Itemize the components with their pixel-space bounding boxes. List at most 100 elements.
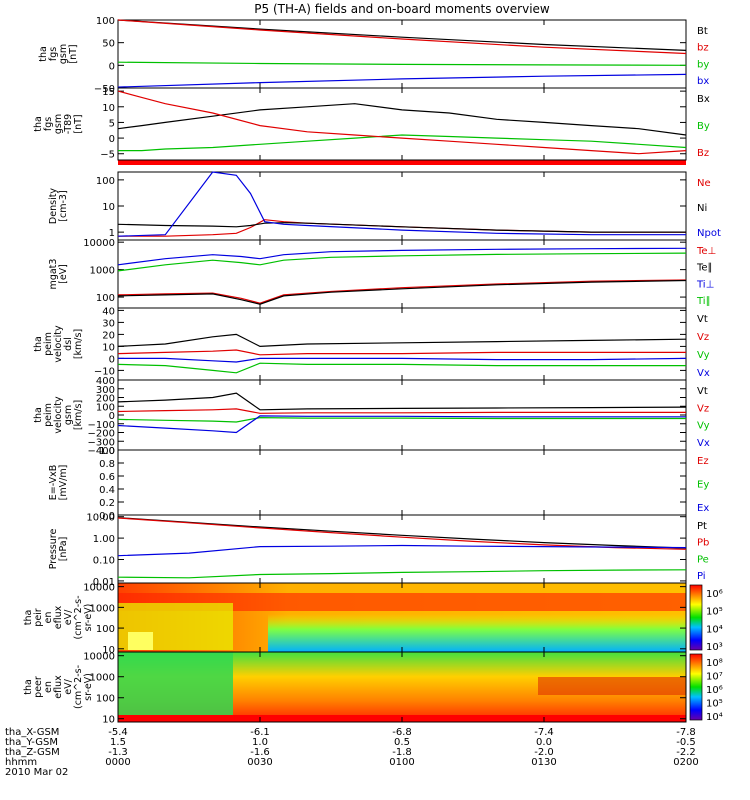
- colorbar-label: 10⁸: [706, 658, 723, 669]
- series-line-Pe: [117, 569, 687, 579]
- y-axis-label-line: eflux: [53, 675, 64, 699]
- series-line-Te⊥: [117, 279, 687, 304]
- colorbar-label: 10⁴: [706, 712, 723, 723]
- y-tick-label: −300: [88, 437, 115, 448]
- y-axis-label-line: sr-eV): [83, 673, 94, 701]
- y-axis-label-line: [eV]: [58, 264, 69, 284]
- y-axis-label-line: peer: [33, 676, 44, 698]
- y-axis-label-line: mgat3: [48, 259, 59, 290]
- legend-label: Vz: [697, 332, 709, 343]
- x-axis-row-label: tha_X-GSM: [5, 727, 59, 738]
- y-tick-label: −100: [88, 420, 115, 431]
- y-axis-label: Pressure[nPa]: [48, 529, 69, 570]
- y-tick-label: 1000: [90, 603, 115, 614]
- series-line-Vz: [117, 349, 686, 356]
- y-tick-label: −400: [88, 446, 115, 457]
- series-line-Vt: [117, 333, 687, 348]
- legend-label: by: [697, 59, 709, 70]
- series-line-by: [117, 61, 687, 66]
- y-axis-label-line: en: [43, 612, 54, 624]
- y-axis-label-line: [km/s]: [73, 329, 84, 359]
- y-axis-label: E=-VxB[mV/m]: [48, 465, 69, 501]
- x-axis-value: 1.5: [110, 737, 126, 748]
- y-axis-label: thapeirenefluxeV/(cm^2-s-sr-eV): [23, 596, 94, 640]
- spectrogram-peak: [538, 677, 686, 695]
- y-tick-label: 100: [96, 694, 115, 705]
- y-axis-label-line: velocity: [53, 325, 64, 363]
- y-axis-label-line: eV/: [63, 678, 74, 694]
- y-axis-label: thapeimvelocitydsl[km/s]: [33, 325, 84, 363]
- y-axis-label-line: [nT]: [68, 44, 79, 63]
- legend-label: Bt: [697, 26, 708, 37]
- series-line-bz: [117, 19, 687, 55]
- y-axis-label-line: gsm: [53, 114, 64, 134]
- y-tick-label: 40: [102, 306, 115, 317]
- y-tick-label: 10000: [83, 652, 115, 663]
- y-tick-label: 20: [102, 330, 115, 341]
- y-tick-label: 100: [96, 176, 115, 187]
- y-tick-label: 0.0: [99, 511, 115, 522]
- y-axis-label-line: velocity: [53, 396, 64, 434]
- y-tick-label: 10000: [83, 583, 115, 594]
- panel-density: 100 10 1 Density[cm-3] Ne Ni Npot: [48, 171, 721, 241]
- y-axis-label-line: [km/s]: [73, 400, 84, 430]
- y-axis-label-line: peim: [43, 403, 54, 427]
- y-axis-label-line: tha: [38, 46, 49, 62]
- y-tick-label: 0.4: [99, 485, 115, 496]
- legend-label: Vy: [697, 350, 710, 361]
- y-axis-label: thafgsgsm[nT]: [38, 44, 79, 64]
- y-tick-label: −10: [94, 366, 115, 377]
- panel-pressure: 10.00 1.00 0.10 0.01 Pressure[nPa] Pt Pb Pe Pi: [48, 513, 709, 588]
- y-tick-label: 100: [96, 402, 115, 413]
- y-axis-label-line: peir: [33, 608, 44, 627]
- legend-label: Ez: [697, 456, 709, 467]
- y-tick-label: 100: [96, 293, 115, 304]
- series-line-Te∥: [117, 279, 687, 305]
- legend-label: Ne: [697, 178, 711, 189]
- x-axis-value: 0.5: [394, 737, 410, 748]
- y-tick-label: 400: [96, 376, 115, 387]
- x-axis-value: -7.8: [676, 727, 696, 738]
- x-axis-value: 0030: [247, 757, 272, 768]
- legend-label: Vt: [697, 386, 708, 397]
- legend-label: Vz: [697, 403, 709, 414]
- y-tick-label: −5: [100, 150, 115, 161]
- y-axis-label-line: [nT]: [73, 114, 84, 133]
- y-axis-label-line: sr-eV): [83, 604, 94, 632]
- y-axis-label-line: eflux: [53, 605, 64, 629]
- x-axis-value: 0100: [389, 757, 414, 768]
- y-axis-label-line: fgs: [48, 47, 59, 61]
- legend-label: Vt: [697, 314, 708, 325]
- panel-temp: 10000 1000 100 mgat3[eV] Te⊥ Te∥ Ti⊥ Ti∥: [48, 238, 716, 309]
- x-axis-value: -1.3: [108, 747, 128, 758]
- y-tick-label: 10: [102, 103, 115, 114]
- y-tick-label: 1.00: [93, 534, 115, 545]
- x-axis-value: 0000: [105, 757, 130, 768]
- series-line-Ti⊥: [117, 247, 687, 266]
- series-line-Vt: [117, 392, 687, 411]
- colorbar-label: 10⁵: [706, 699, 723, 710]
- legend-label: Ex: [697, 503, 709, 514]
- y-axis-label-line: tha: [23, 679, 34, 695]
- y-axis-label-line: tha: [23, 610, 34, 626]
- y-axis-label-line: tha: [33, 116, 44, 132]
- y-tick-label: −50: [94, 84, 115, 95]
- legend-label: Bx: [697, 94, 710, 105]
- colorbar-label: 10⁴: [706, 624, 723, 635]
- legend-label: Ti⊥: [696, 279, 714, 290]
- legend-label: Bz: [697, 148, 709, 159]
- legend-label: Ey: [697, 480, 709, 491]
- y-tick-label: 10.00: [86, 513, 115, 524]
- panel-frame: [117, 449, 687, 516]
- colorbar-label: 10⁶: [706, 685, 723, 696]
- legend-label: Vx: [697, 368, 710, 379]
- series-line-Vz: [117, 408, 686, 414]
- x-axis-value: -7.4: [534, 727, 554, 738]
- y-tick-label: 10: [102, 715, 115, 726]
- y-axis-label-line: gsm: [63, 405, 74, 425]
- colorbar-label: 10⁶: [706, 589, 723, 600]
- y-axis-label: thafgsgsm-T89[nT]: [33, 114, 84, 134]
- panel-frame: [117, 19, 687, 89]
- y-axis-label-line: (cm^2-s-: [73, 665, 84, 709]
- y-tick-label: 0: [109, 134, 115, 145]
